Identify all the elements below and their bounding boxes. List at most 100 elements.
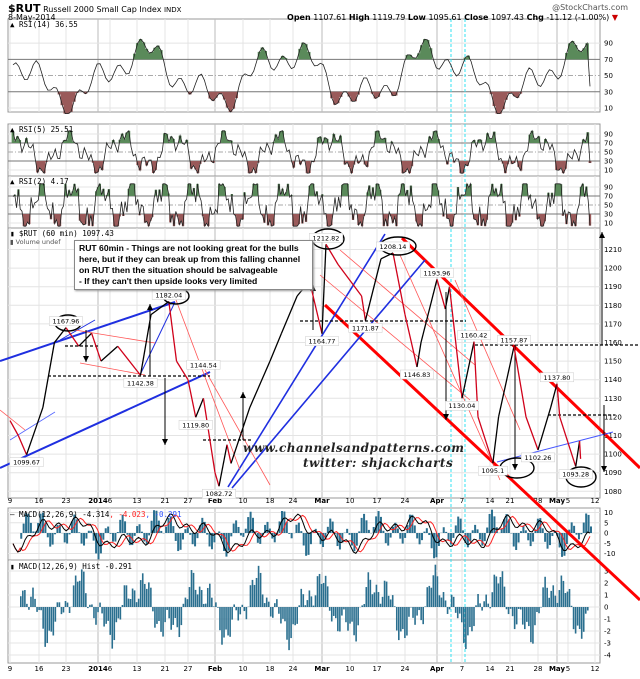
rsi-overbought-fill [420,45,424,60]
rsi-overbought-fill [492,131,496,143]
histogram-bar [288,607,290,651]
rsi-overbought-fill [494,188,498,196]
price-segment [492,416,500,464]
x-tick-label: 6 [108,665,113,673]
price-label: 1160.42 [461,332,488,340]
rsi-oversold-fill [360,214,364,227]
histogram-bar [233,604,235,607]
blue-trendline [139,301,176,376]
price-segment [392,252,406,315]
red-channel-line [0,409,26,431]
x-tick-label: Apr [430,497,444,505]
price-segment [117,345,142,376]
macd-hist-bar [150,520,153,533]
macd-hist-bar [575,533,578,535]
price-segment [90,332,102,362]
price-segment [360,295,367,321]
price-label: 1212.82 [313,234,340,242]
rsi-title: ▲ RSI(2) 4.17 [10,177,69,186]
macd-hist-bar [179,533,182,550]
histogram-bar [221,607,223,645]
arrow-down-icon [443,414,449,420]
rsi-overbought-fill [558,183,561,196]
macd-hist-bar [416,533,419,539]
rsi-oversold-fill [348,161,351,167]
histogram-bar [80,569,83,607]
histogram-bar [326,586,329,607]
price-segment [404,314,418,368]
rsi-overbought-fill [144,48,149,60]
price-label-box [186,360,221,370]
rsi-overbought-fill [11,131,15,143]
price-label-box [558,469,593,479]
high-value: 1119.79 [372,13,406,22]
price-label: 1193.96 [424,269,451,277]
macd-hist-bar [483,533,486,542]
rsi-oversold-fill [57,91,62,95]
macd-hist-bar [469,533,472,541]
macd-hist-bar [87,530,90,533]
histogram-bar [517,607,520,609]
price-segment [321,244,327,334]
histogram-bar [26,603,28,607]
rsi-overbought-fill [65,140,68,143]
y-tick-label: 1130 [604,395,622,403]
rsi-oversold-fill [207,214,210,227]
y-tick-label: 1190 [604,283,622,291]
rsi-oversold-fill [574,214,577,227]
histogram-bar [393,606,396,607]
y-tick-label: 50 [604,202,613,210]
rsi-oversold-fill [415,214,418,222]
rsi-overbought-fill [298,48,302,60]
rsi-overbought-fill [189,183,192,196]
x-tick-label: 2014 [88,665,108,673]
histogram-bar [245,607,248,620]
histogram-bar [280,607,282,624]
macd-title: — MACD(12,26,9) -4.314, -4.023, -0.291 [10,510,182,519]
price-label: 1137.80 [544,374,571,382]
rsi-overbought-fill [491,183,494,196]
rsi-overbought-fill [131,183,134,196]
price-label-box [478,465,508,476]
histogram-bar [355,607,357,642]
x-tick-label: 23 [62,665,71,673]
macd-hist-bar [116,532,119,533]
rsi-oversold-fill [466,161,469,166]
histogram-bar [489,607,492,609]
rsi-overbought-fill [67,130,71,143]
rsi-oversold-fill [270,214,273,227]
macd-hist-bar [235,520,238,533]
macd-hist-bar [68,533,71,535]
histogram-bar [373,592,376,607]
price-segment [168,301,178,362]
rsi-overbought-fill [156,45,160,60]
y-tick-label: 1120 [604,413,622,421]
rsi-overbought-fill [159,50,163,60]
macd-hist-bar [493,516,496,533]
histogram-bar [95,607,97,625]
price-label-box [376,241,410,252]
y-tick-label: 0 [604,604,608,612]
rsi-oversold-fill [22,214,26,227]
chg-label: Chg [526,13,544,22]
red-channel-line [319,274,471,401]
histogram-bar [456,607,459,619]
macd-hist-bar [495,527,498,533]
rsi-overbought-fill [147,52,152,60]
rsi-oversold-fill [40,161,44,171]
macd-hist-bar [252,517,255,533]
rsi-overbought-fill [161,183,165,196]
histogram-bar [123,585,126,607]
histogram-bar [546,587,548,607]
histogram-bar [58,602,61,607]
y-tick-label: 1080 [604,488,622,496]
macd-hist-bar [515,533,518,550]
macd-hist-bar [363,513,366,533]
price-label-box [348,323,383,333]
rsi-oversold-fill [507,214,510,227]
histogram-bar [158,607,160,622]
price-label: 1093.28 [562,471,589,479]
macd-hist-bar [261,533,264,536]
histogram-bar [196,594,199,607]
y-tick-label: 50 [604,149,613,157]
